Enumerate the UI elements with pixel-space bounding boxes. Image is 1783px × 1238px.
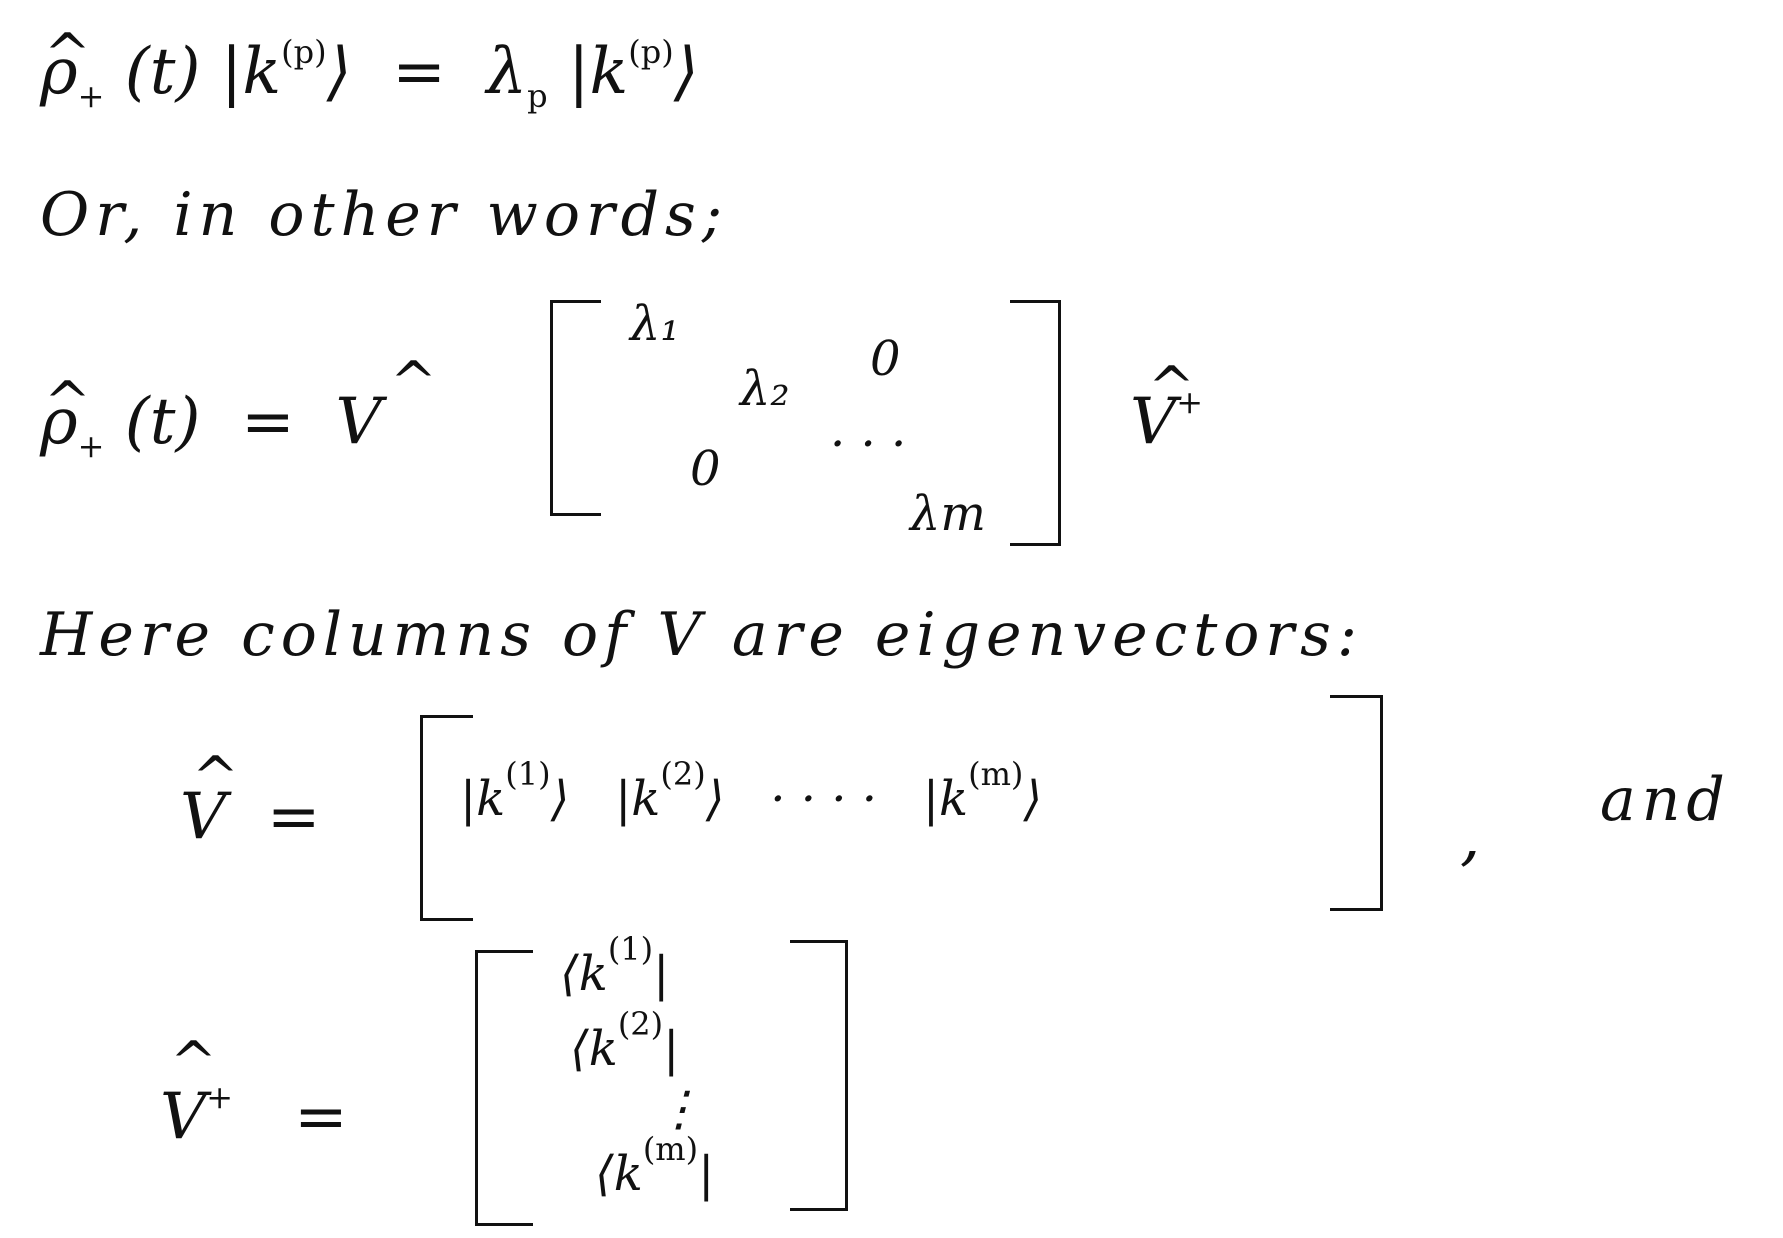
bra-m-k: ⟨k xyxy=(595,1146,643,1202)
ket-1-close: ⟩ xyxy=(550,771,570,827)
ket-2: |k xyxy=(615,771,661,827)
lambda-subscript: p xyxy=(527,77,548,115)
V-hat-2: ^ xyxy=(1148,355,1195,420)
bra-2-k: ⟨k xyxy=(570,1021,618,1077)
column-left-bracket xyxy=(475,950,533,1226)
V-hat-5: ^ xyxy=(170,1030,217,1095)
ket-m: |k xyxy=(922,771,969,827)
text-here-columns-of: Here columns of xyxy=(40,600,633,670)
column-vdots: ⋮ xyxy=(655,1081,703,1137)
equals-sign-2: = xyxy=(241,385,295,459)
bra-m: ⟨k(m)| xyxy=(595,1133,714,1198)
V-symbol-2: V xyxy=(1130,385,1177,459)
dagger-2: + xyxy=(1176,383,1204,421)
ket-close: ⟩ xyxy=(326,35,352,109)
bra-1-k: ⟨k xyxy=(560,946,608,1002)
row-left-bracket xyxy=(420,715,473,921)
diag-dots: · · · xyxy=(830,416,907,472)
rhs-ket: |k xyxy=(567,35,629,109)
time-arg-2: (t) xyxy=(124,385,201,459)
V-symbol: V xyxy=(335,385,382,459)
line-or-in-other-words: Or, in other words; xyxy=(40,180,729,250)
column-right-bracket xyxy=(790,940,848,1211)
V-symbol-4: V xyxy=(180,780,227,854)
ket-1: |k xyxy=(460,771,506,827)
eq1-line: ρ+ (t) |k(p)⟩ = λp |k(p)⟩ xyxy=(40,36,699,112)
eq3-lhs: V = xyxy=(180,785,321,849)
comma: , xyxy=(1460,800,1481,874)
bra-m-sup: (m) xyxy=(642,1130,699,1168)
bra-1-bar: | xyxy=(653,946,670,1002)
V-hat-4: ^ xyxy=(192,745,239,810)
ket-k: |k xyxy=(220,35,282,109)
text-and: and xyxy=(1600,765,1731,835)
ket-2-close: ⟩ xyxy=(705,771,725,827)
rhs-ket-close: ⟩ xyxy=(673,35,699,109)
ket-row: |k(1)⟩ |k(2)⟩ · · · · |k(m)⟩ xyxy=(460,758,1042,823)
bra-m-bar: | xyxy=(698,1146,715,1202)
row-dots: · · · · xyxy=(770,771,878,827)
rho-subscript-2: + xyxy=(77,427,105,465)
equals-sign: = xyxy=(392,35,446,109)
V-symbol-5: V xyxy=(160,1080,207,1154)
lambda-m: λm xyxy=(910,486,986,542)
equals-sign-4: = xyxy=(294,1080,348,1154)
V-symbol-3: V xyxy=(657,600,707,670)
eq2-lhs: ρ+ (t) = V xyxy=(40,390,382,462)
bra-1-sup: (1) xyxy=(607,930,654,968)
V-hat: ^ xyxy=(390,350,437,415)
line-here-columns: Here columns of V are eigenvectors: xyxy=(40,605,1363,665)
lambda-2: λ₂ xyxy=(740,361,790,417)
eq4-lhs: V+ = xyxy=(160,1081,348,1149)
rhs-ket-sup: (p) xyxy=(628,33,674,71)
matrix-left-bracket xyxy=(550,300,601,516)
rho-hat-2: ^ xyxy=(44,370,91,435)
rho-symbol-2: ρ xyxy=(40,385,78,459)
ket-1-sup: (1) xyxy=(505,755,551,793)
bra-2-bar: | xyxy=(663,1021,680,1077)
text-are-eigenvectors: are eigenvectors: xyxy=(731,600,1364,670)
ket-sup: (p) xyxy=(281,33,327,71)
V-dagger-2: V+ xyxy=(1130,386,1203,454)
ket-2-sup: (2) xyxy=(660,755,706,793)
zero-bottom-left: 0 xyxy=(690,441,721,497)
lambda-1: λ₁ xyxy=(630,296,680,352)
time-arg: (t) xyxy=(124,35,201,109)
lambda-symbol: λ xyxy=(486,35,528,109)
equals-sign-3: = xyxy=(266,780,321,854)
dagger-5: + xyxy=(206,1078,234,1116)
bra-2: ⟨k(2)| xyxy=(570,1008,679,1073)
rho-symbol: ρ xyxy=(40,35,78,109)
matrix-right-bracket xyxy=(1010,300,1061,546)
bra-1: ⟨k(1)| xyxy=(560,933,669,998)
rho-subscript: + xyxy=(77,77,105,115)
ket-m-close: ⟩ xyxy=(1023,771,1043,827)
zero-top-right: 0 xyxy=(870,331,901,387)
bra-2-sup: (2) xyxy=(617,1005,664,1043)
ket-m-sup: (m) xyxy=(968,755,1024,793)
row-right-bracket xyxy=(1330,695,1383,911)
rho-hat: ^ xyxy=(44,22,91,87)
